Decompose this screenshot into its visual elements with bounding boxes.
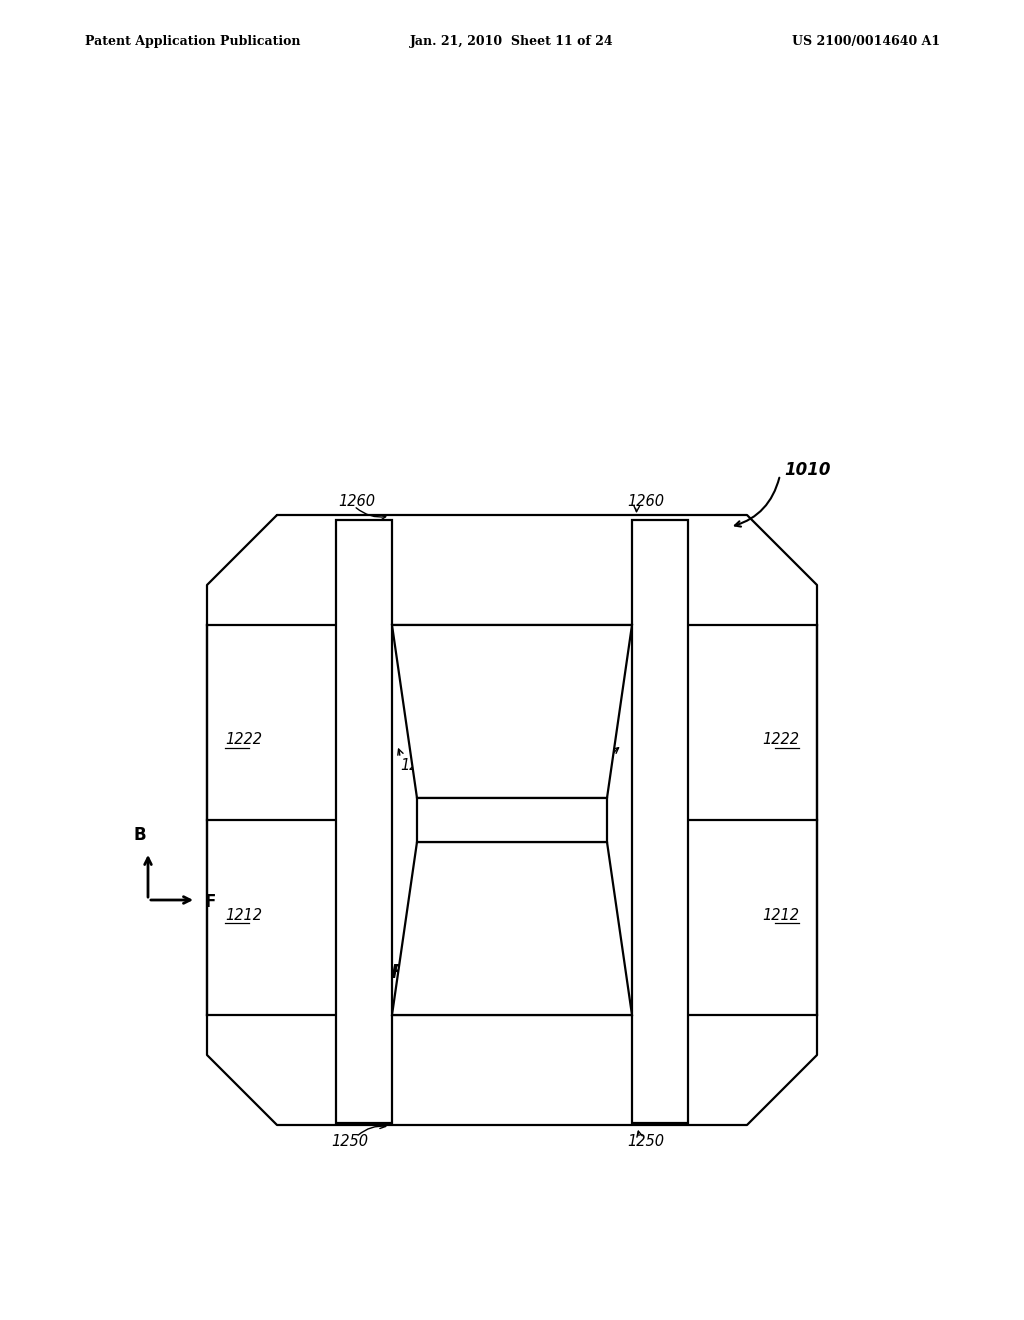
Text: Patent Application Publication: Patent Application Publication — [85, 36, 300, 49]
Polygon shape — [392, 624, 632, 799]
Text: F: F — [204, 894, 215, 911]
Text: 1280: 1280 — [422, 764, 459, 780]
Text: 1212: 1212 — [225, 908, 262, 923]
Text: US 2100/0014640 A1: US 2100/0014640 A1 — [792, 36, 940, 49]
Text: 1210: 1210 — [494, 948, 530, 962]
Text: 1222: 1222 — [762, 733, 799, 747]
Text: 1260: 1260 — [338, 495, 375, 510]
Text: 1250: 1250 — [331, 1134, 368, 1148]
Polygon shape — [336, 520, 392, 1123]
Text: 1270: 1270 — [522, 861, 559, 875]
Text: 1010: 1010 — [784, 461, 830, 479]
Text: Jan. 21, 2010  Sheet 11 of 24: Jan. 21, 2010 Sheet 11 of 24 — [411, 36, 613, 49]
Text: B: B — [134, 826, 146, 843]
Text: 1250: 1250 — [627, 1134, 664, 1148]
Text: 1212: 1212 — [762, 908, 799, 923]
Polygon shape — [632, 520, 688, 1123]
Text: 1260: 1260 — [627, 495, 664, 510]
Polygon shape — [392, 842, 632, 1015]
Text: 1240: 1240 — [400, 758, 437, 772]
Text: 1230: 1230 — [557, 758, 594, 772]
Text: 1222: 1222 — [225, 733, 262, 747]
Polygon shape — [417, 799, 607, 842]
Text: 1110: 1110 — [494, 808, 530, 822]
Text: 1220: 1220 — [504, 682, 541, 697]
Text: FIG. 12: FIG. 12 — [391, 962, 469, 982]
